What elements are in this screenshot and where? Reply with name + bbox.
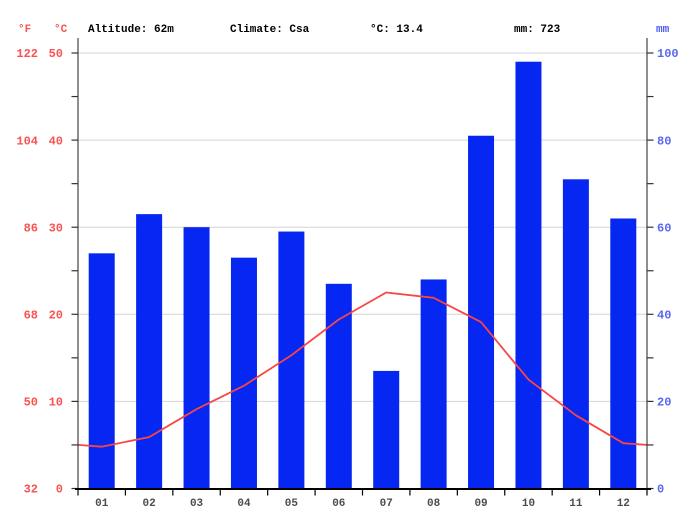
celsius-tick-label: 10: [49, 396, 63, 410]
fahrenheit-tick-label: 104: [16, 134, 38, 148]
precipitation-bar-12: [610, 218, 637, 489]
precipitation-bar-10: [515, 61, 542, 489]
month-label-10: 10: [522, 498, 535, 510]
month-label-03: 03: [190, 498, 204, 510]
mm-tick-label: 0: [657, 483, 664, 497]
month-label-01: 01: [95, 498, 109, 510]
annual-precip-value: mm: 723: [514, 24, 561, 36]
fahrenheit-tick-label: 122: [16, 47, 38, 61]
month-label-04: 04: [237, 498, 251, 510]
fahrenheit-tick-label: 86: [24, 221, 38, 235]
precipitation-bar-02: [136, 214, 163, 489]
celsius-tick-label: 0: [56, 483, 63, 497]
month-label-11: 11: [569, 498, 583, 510]
fahrenheit-tick-label: 50: [24, 396, 38, 410]
month-label-09: 09: [474, 498, 487, 510]
precipitation-bar-01: [88, 253, 115, 489]
mm-tick-label: 100: [657, 47, 679, 61]
fahrenheit-tick-label: 68: [24, 309, 38, 323]
month-label-12: 12: [617, 498, 630, 510]
precipitation-bar-08: [420, 279, 447, 489]
temperature-line: [77, 291, 648, 448]
celsius-tick-label: 30: [49, 221, 63, 235]
month-label-06: 06: [332, 498, 345, 510]
mm-tick-label: 20: [657, 396, 671, 410]
mm-tick-label: 40: [657, 309, 671, 323]
month-label-05: 05: [285, 498, 299, 510]
precipitation-bar-11: [562, 179, 589, 489]
precipitation-bar-07: [373, 370, 400, 489]
mm-tick-label: 60: [657, 221, 671, 235]
precipitation-bar-06: [325, 283, 352, 489]
month-label-02: 02: [143, 498, 156, 510]
mm-tick-label: 80: [657, 134, 671, 148]
celsius-tick-label: 20: [49, 309, 63, 323]
celsius-tick-label: 40: [49, 134, 63, 148]
precipitation-bar-09: [468, 135, 495, 489]
celsius-unit-label: °C: [54, 24, 68, 36]
month-label-07: 07: [380, 498, 393, 510]
fahrenheit-unit-label: °F: [18, 24, 32, 36]
precipitation-bar-04: [230, 257, 257, 489]
climate-class-value: Climate: Csa: [230, 24, 310, 36]
altitude-value: Altitude: 62m: [88, 24, 174, 36]
fahrenheit-tick-label: 32: [24, 483, 38, 497]
celsius-tick-label: 50: [49, 47, 63, 61]
month-label-08: 08: [427, 498, 441, 510]
annual-mean-temp-value: °C: 13.4: [370, 24, 423, 36]
precipitation-bar-03: [183, 227, 210, 489]
mm-unit-label: mm: [656, 24, 670, 36]
